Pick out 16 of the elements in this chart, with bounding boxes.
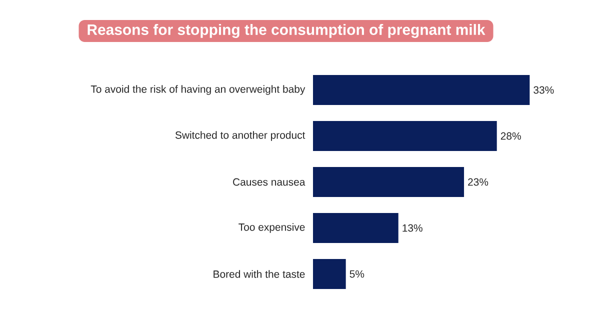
data-label: 5% bbox=[350, 270, 364, 278]
data-label: 28% bbox=[500, 132, 521, 140]
bar bbox=[313, 259, 346, 290]
y-tick-label: Too expensive bbox=[238, 223, 305, 233]
y-tick-label: Switched to another product bbox=[175, 131, 306, 141]
y-tick-label: Causes nausea bbox=[233, 178, 306, 186]
bar bbox=[313, 75, 530, 106]
chart-title: Reasons for stopping the consumption of pregnant milk bbox=[88, 24, 486, 38]
y-tick-label: Bored with the taste bbox=[214, 270, 305, 278]
data-label: 13% bbox=[402, 224, 422, 232]
y-tick-label: To avoid the risk of having an overweight baby bbox=[90, 85, 306, 95]
bar bbox=[313, 167, 464, 198]
bar bbox=[313, 213, 398, 244]
data-label: 33% bbox=[534, 86, 554, 94]
data-label: 23% bbox=[468, 178, 488, 186]
bar bbox=[313, 121, 497, 152]
